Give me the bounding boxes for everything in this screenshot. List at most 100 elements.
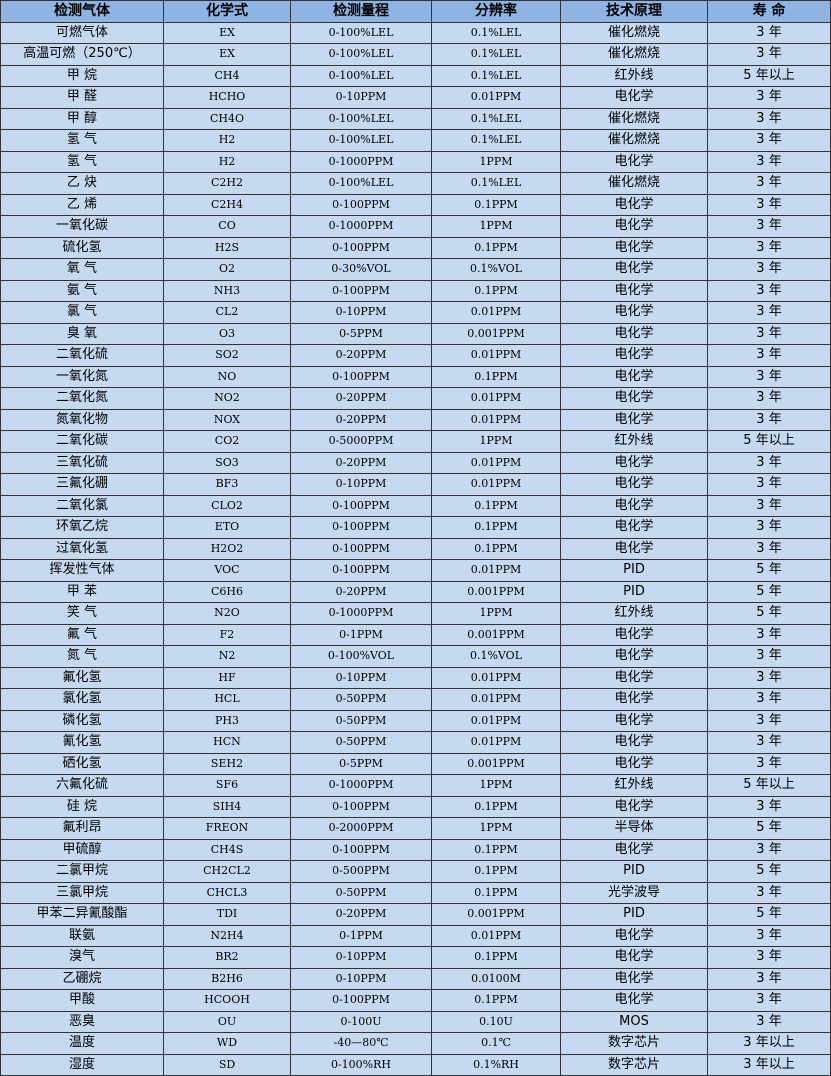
gas-name-cell: 一氧化氮 bbox=[0, 365, 164, 388]
lifespan-cell: 3 年 bbox=[707, 150, 831, 173]
resolution-cell: 0.1%LEL bbox=[431, 129, 561, 152]
gas-name-cell: 甲 醇 bbox=[0, 107, 164, 130]
formula-cell: H2 bbox=[163, 150, 291, 173]
lifespan-cell: 3 年 bbox=[707, 129, 831, 152]
gas-name-cell: 氮 气 bbox=[0, 645, 164, 668]
formula-cell: EX bbox=[163, 43, 291, 66]
resolution-cell: 0.1PPM bbox=[431, 860, 561, 883]
gas-name-cell: 氢 气 bbox=[0, 129, 164, 152]
principle-cell: 电化学 bbox=[560, 494, 708, 517]
resolution-cell: 0.01PPM bbox=[431, 344, 561, 367]
table-row: 高温可燃（250℃） EX 0-100%LEL 0.1%LEL 催化燃烧 3 年 bbox=[0, 43, 831, 66]
resolution-cell: 0.1%RH bbox=[431, 1053, 561, 1076]
formula-cell: NH3 bbox=[163, 279, 291, 302]
lifespan-cell: 5 年 bbox=[707, 559, 831, 582]
resolution-cell: 0.01PPM bbox=[431, 408, 561, 431]
range-cell: 0-20PPM bbox=[290, 387, 432, 410]
table-row: 笑 气 N2O 0-1000PPM 1PPM 红外线 5 年 bbox=[0, 602, 831, 625]
principle-cell: 红外线 bbox=[560, 64, 708, 87]
gas-name-cell: 硫化氢 bbox=[0, 236, 164, 259]
gas-name-cell: 湿度 bbox=[0, 1053, 164, 1076]
principle-cell: 电化学 bbox=[560, 365, 708, 388]
lifespan-cell: 3 年 bbox=[707, 172, 831, 195]
range-cell: 0-100PPM bbox=[290, 365, 432, 388]
principle-cell: PID bbox=[560, 860, 708, 883]
principle-cell: 电化学 bbox=[560, 344, 708, 367]
formula-cell: HCN bbox=[163, 731, 291, 754]
range-cell: 0-100PPM bbox=[290, 989, 432, 1012]
principle-cell: 电化学 bbox=[560, 408, 708, 431]
principle-cell: 电化学 bbox=[560, 516, 708, 539]
principle-cell: MOS bbox=[560, 1010, 708, 1033]
range-cell: 0-100%LEL bbox=[290, 43, 432, 66]
resolution-cell: 0.01PPM bbox=[431, 301, 561, 324]
header-principle: 技术原理 bbox=[560, 0, 708, 23]
lifespan-cell: 3 年 bbox=[707, 946, 831, 969]
resolution-cell: 0.1PPM bbox=[431, 193, 561, 216]
table-row: 二氧化碳 CO2 0-5000PPM 1PPM 红外线 5 年以上 bbox=[0, 430, 831, 453]
lifespan-cell: 3 年 bbox=[707, 688, 831, 711]
formula-cell: C2H2 bbox=[163, 172, 291, 195]
resolution-cell: 0.001PPM bbox=[431, 580, 561, 603]
formula-cell: B2H6 bbox=[163, 967, 291, 990]
lifespan-cell: 3 年 bbox=[707, 215, 831, 238]
resolution-cell: 0.1PPM bbox=[431, 279, 561, 302]
resolution-cell: 0.01PPM bbox=[431, 86, 561, 109]
lifespan-cell: 3 年 bbox=[707, 387, 831, 410]
range-cell: 0-20PPM bbox=[290, 408, 432, 431]
gas-name-cell: 乙硼烷 bbox=[0, 967, 164, 990]
resolution-cell: 0.1%LEL bbox=[431, 43, 561, 66]
principle-cell: 电化学 bbox=[560, 795, 708, 818]
range-cell: 0-50PPM bbox=[290, 688, 432, 711]
resolution-cell: 0.1%LEL bbox=[431, 107, 561, 130]
lifespan-cell: 3 年 bbox=[707, 924, 831, 947]
principle-cell: 数字芯片 bbox=[560, 1053, 708, 1076]
resolution-cell: 0.10U bbox=[431, 1010, 561, 1033]
table-row: 甲 醇 CH4O 0-100%LEL 0.1%LEL 催化燃烧 3 年 bbox=[0, 107, 831, 130]
formula-cell: NO2 bbox=[163, 387, 291, 410]
gas-name-cell: 恶臭 bbox=[0, 1010, 164, 1033]
formula-cell: NOX bbox=[163, 408, 291, 431]
gas-name-cell: 硒化氢 bbox=[0, 752, 164, 775]
resolution-cell: 0.1PPM bbox=[431, 516, 561, 539]
table-row: 氮 气 N2 0-100%VOL 0.1%VOL 电化学 3 年 bbox=[0, 645, 831, 668]
gas-name-cell: 甲酸 bbox=[0, 989, 164, 1012]
table-row: 氧 气 O2 0-30%VOL 0.1%VOL 电化学 3 年 bbox=[0, 258, 831, 281]
lifespan-cell: 3 年 bbox=[707, 838, 831, 861]
table-row: 一氧化氮 NO 0-100PPM 0.1PPM 电化学 3 年 bbox=[0, 365, 831, 388]
range-cell: 0-5000PPM bbox=[290, 430, 432, 453]
range-cell: 0-100%LEL bbox=[290, 21, 432, 44]
gas-name-cell: 磷化氢 bbox=[0, 709, 164, 732]
principle-cell: 电化学 bbox=[560, 279, 708, 302]
lifespan-cell: 3 年 bbox=[707, 193, 831, 216]
principle-cell: 电化学 bbox=[560, 645, 708, 668]
table-row: 温度 WD -40—80℃ 0.1℃ 数字芯片 3 年以上 bbox=[0, 1032, 831, 1055]
principle-cell: 电化学 bbox=[560, 451, 708, 474]
range-cell: 0-1000PPM bbox=[290, 150, 432, 173]
table-row: 氯化氢 HCL 0-50PPM 0.01PPM 电化学 3 年 bbox=[0, 688, 831, 711]
resolution-cell: 0.1PPM bbox=[431, 881, 561, 904]
principle-cell: 催化燃烧 bbox=[560, 21, 708, 44]
gas-name-cell: 环氧乙烷 bbox=[0, 516, 164, 539]
range-cell: 0-100PPM bbox=[290, 838, 432, 861]
formula-cell: N2O bbox=[163, 602, 291, 625]
range-cell: 0-1000PPM bbox=[290, 602, 432, 625]
lifespan-cell: 3 年 bbox=[707, 666, 831, 689]
resolution-cell: 0.1PPM bbox=[431, 946, 561, 969]
header-resolution: 分辨率 bbox=[431, 0, 561, 23]
gas-name-cell: 溴气 bbox=[0, 946, 164, 969]
formula-cell: H2O2 bbox=[163, 537, 291, 560]
range-cell: 0-1PPM bbox=[290, 623, 432, 646]
gas-name-cell: 二氯甲烷 bbox=[0, 860, 164, 883]
formula-cell: ETO bbox=[163, 516, 291, 539]
formula-cell: CH4S bbox=[163, 838, 291, 861]
resolution-cell: 0.01PPM bbox=[431, 924, 561, 947]
lifespan-cell: 3 年 bbox=[707, 365, 831, 388]
range-cell: 0-10PPM bbox=[290, 946, 432, 969]
lifespan-cell: 3 年 bbox=[707, 344, 831, 367]
table-row: 臭 氧 O3 0-5PPM 0.001PPM 电化学 3 年 bbox=[0, 322, 831, 345]
gas-name-cell: 氯化氢 bbox=[0, 688, 164, 711]
table-row: 二氧化氮 NO2 0-20PPM 0.01PPM 电化学 3 年 bbox=[0, 387, 831, 410]
formula-cell: N2H4 bbox=[163, 924, 291, 947]
gas-name-cell: 甲 苯 bbox=[0, 580, 164, 603]
